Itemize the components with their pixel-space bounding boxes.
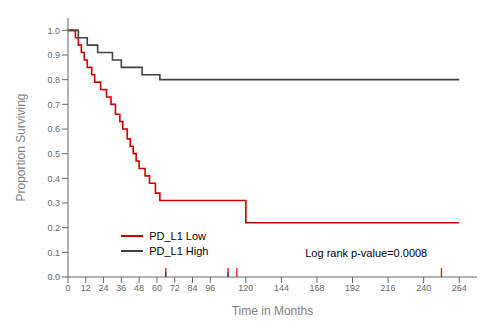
svg-text:0.7: 0.7 <box>47 100 60 110</box>
svg-text:0.3: 0.3 <box>47 198 60 208</box>
svg-text:48: 48 <box>134 283 144 293</box>
svg-text:96: 96 <box>205 283 215 293</box>
html-text:PD_L1 Low: PD_L1 Low <box>149 229 206 242</box>
svg-text:72: 72 <box>170 283 180 293</box>
svg-text:0.6: 0.6 <box>47 124 60 134</box>
svg-text:84: 84 <box>187 283 197 293</box>
html-text:PD_L1 High: PD_L1 High <box>149 244 209 257</box>
svg-text:60: 60 <box>152 283 162 293</box>
svg-text:0: 0 <box>65 283 70 293</box>
svg-text:0.4: 0.4 <box>47 174 60 184</box>
svg-text:Time in Months: Time in Months <box>232 304 314 318</box>
svg-text:144: 144 <box>274 283 289 293</box>
svg-text:0.9: 0.9 <box>47 50 60 60</box>
svg-text:0.8: 0.8 <box>47 75 60 85</box>
svg-text:240: 240 <box>416 283 431 293</box>
svg-text:120: 120 <box>238 283 253 293</box>
html-text:Log rank p-value=0.0008: Log rank p-value=0.0008 <box>305 246 428 259</box>
svg-text:1.0: 1.0 <box>47 26 60 36</box>
svg-text:24: 24 <box>99 283 109 293</box>
svg-text:168: 168 <box>309 283 324 293</box>
svg-text:0.5: 0.5 <box>47 149 60 159</box>
svg-text:36: 36 <box>116 283 126 293</box>
svg-text:0.0: 0.0 <box>47 272 60 282</box>
svg-text:192: 192 <box>345 283 360 293</box>
svg-text:12: 12 <box>81 283 91 293</box>
svg-text:264: 264 <box>452 283 467 293</box>
svg-text:Proportion Surviving: Proportion Surviving <box>14 93 28 201</box>
svg-text:0.2: 0.2 <box>47 223 60 233</box>
svg-text:0.1: 0.1 <box>47 248 60 258</box>
svg-text:216: 216 <box>381 283 396 293</box>
